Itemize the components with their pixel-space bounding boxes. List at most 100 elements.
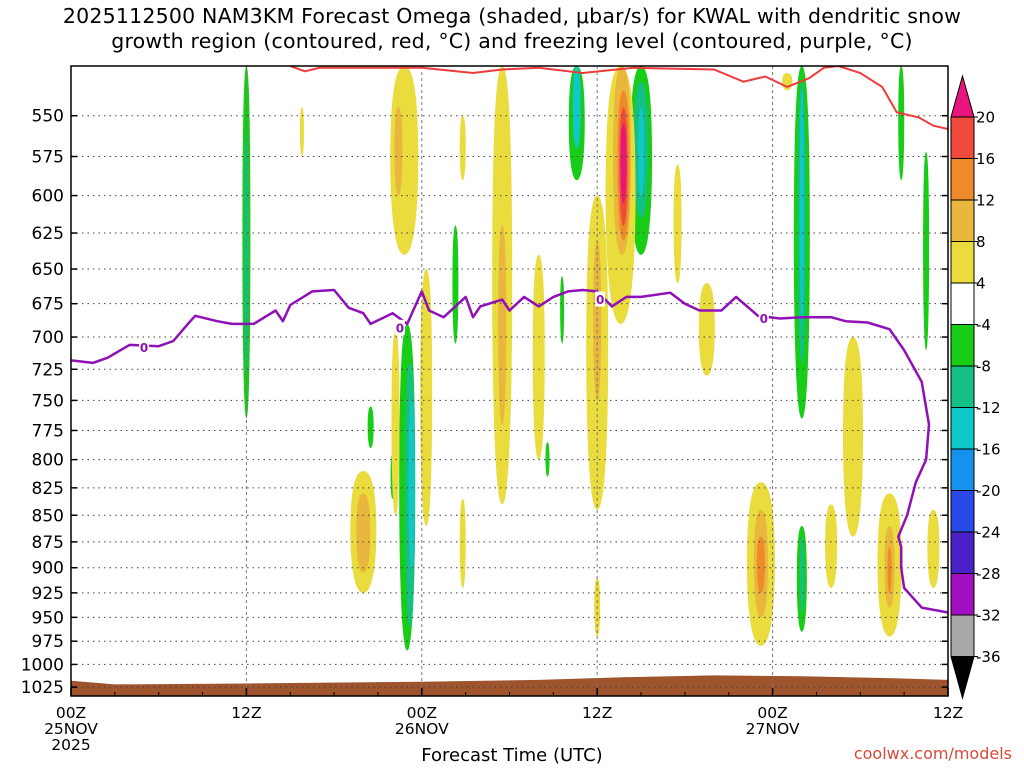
y-tick-label-550: 550 [32, 107, 64, 127]
x-tick-label: 00Z [56, 704, 86, 722]
x-tick-label: 26NOV [395, 720, 449, 738]
omega-descent-f [698, 283, 715, 376]
omega-ascent-50h-core [799, 90, 804, 324]
y-tick-label-725: 725 [32, 360, 64, 380]
omega-descent-52h [825, 504, 838, 588]
colorbar-label: -12 [976, 399, 1001, 417]
y-tick-label-775: 775 [32, 421, 64, 441]
colorbar: 20 16 12 8 4 -4 -8 -12 -16 -20 -24 -28 -32 -36 [950, 74, 1001, 700]
y-tick-label-750: 750 [32, 391, 64, 411]
gridlines [71, 66, 948, 696]
colorbar-label: -24 [976, 524, 1001, 542]
colorbar-swatch [950, 365, 975, 408]
omega-ascent-50h-low-core [799, 536, 804, 613]
x-tick-label: 12Z [231, 704, 261, 722]
omega-descent-29h-core [498, 225, 507, 425]
colorbar-label: -4 [976, 316, 991, 334]
omega-descent-56h-core [887, 547, 892, 593]
y-tick-label-875: 875 [32, 533, 64, 553]
colorbar-swatch [950, 573, 975, 616]
colorbar-swatch [950, 282, 975, 325]
chart-title-line-2: growth region (contoured, red, °C) and f… [111, 29, 913, 53]
omega-ascent-58h [923, 151, 930, 351]
omega-ascent-small-e [560, 276, 565, 344]
chart-title-line-1: 2025112500 NAM3KM Forecast Omega (shaded… [62, 4, 962, 28]
colorbar-label: 12 [976, 192, 995, 210]
y-tick-label-850: 850 [32, 506, 64, 526]
freezing-level-contour [71, 288, 948, 614]
y-tick-label-575: 575 [32, 148, 64, 168]
colorbar-swatch [950, 199, 975, 242]
freezing-label-bg-2 [595, 291, 606, 307]
y-tick-label-600: 600 [32, 187, 64, 207]
omega-descent-22h-low [391, 330, 400, 516]
chart-title: 2025112500 NAM3KM Forecast Omega (shaded… [0, 4, 1024, 54]
x-tick-label: 00Z [757, 704, 787, 722]
y-tick-label-825: 825 [32, 479, 64, 499]
omega-ascent-39h-core [638, 107, 645, 196]
omega-descent-59h [927, 509, 940, 588]
y-tick-label-800: 800 [32, 451, 64, 471]
y-tick-label-925: 925 [32, 584, 64, 604]
colorbar-label: 8 [976, 233, 986, 251]
terrain-layer [71, 675, 948, 696]
colorbar-label: -16 [976, 441, 1001, 459]
colorbar-swatch [950, 158, 975, 201]
colorbar-label: -28 [976, 565, 1001, 583]
freezing-level-label: 0 [396, 321, 404, 335]
x-axis-title: Forecast Time (UTC) [421, 745, 603, 766]
omega-descent-53h [842, 337, 863, 537]
colorbar-swatch [950, 116, 975, 159]
x-tick-label: 25NOV [44, 720, 98, 738]
y-tick-label-950: 950 [32, 608, 64, 628]
omega-ascent-small-a [367, 406, 374, 449]
colorbar-label: 16 [976, 150, 995, 168]
omega-descent-47h-core [756, 536, 765, 593]
colorbar-label: -36 [976, 648, 1001, 666]
y-tick-label-700: 700 [32, 328, 64, 348]
omega-descent-e [673, 164, 682, 284]
x-tick-label: 12Z [582, 704, 612, 722]
y-tick-label-975: 975 [32, 632, 64, 652]
omega-ascent-34h-core [572, 66, 581, 149]
terrain-fill [71, 675, 948, 696]
colorbar-label: -32 [976, 607, 1001, 625]
colorbar-swatch [950, 614, 975, 657]
freezing-label-bg-3 [758, 310, 769, 326]
y-axis: 550 575 600 625 650 675 700 725 750 775 800 825 850 8… [21, 107, 948, 698]
omega-descent-22h-core [394, 107, 403, 196]
colorbar-swatch [950, 407, 975, 450]
credit-link[interactable]: coolwx.com/models [853, 744, 1012, 763]
omega-descent-c [459, 498, 466, 588]
y-tick-label-650: 650 [32, 260, 64, 280]
y-tick-label-1000: 1000 [21, 655, 64, 675]
omega-descent-a [299, 107, 304, 157]
freezing-label-bg-1 [394, 319, 405, 335]
x-tick-label: 27NOV [746, 720, 800, 738]
y-tick-label-625: 625 [32, 224, 64, 244]
dendritic-growth-contour [289, 66, 948, 130]
omega-descent-b [459, 115, 466, 181]
x-tick-label: 12Z [933, 704, 963, 722]
omega-ascent-small-d [545, 442, 550, 477]
x-tick-label: 2025 [51, 736, 90, 754]
omega-ascent-small-c [452, 225, 459, 344]
omega-descent-38h-peak [620, 124, 627, 204]
omega-ascent-26nov-core [408, 400, 415, 568]
freezing-level-label: 0 [140, 341, 148, 355]
y-tick-label-900: 900 [32, 559, 64, 579]
freezing-label-bg-0 [139, 339, 150, 355]
colorbar-label: -20 [976, 482, 1001, 500]
colorbar-swatch [950, 448, 975, 491]
colorbar-swatch [950, 324, 975, 367]
colorbar-label: 20 [976, 109, 995, 127]
omega-descent-32h [532, 254, 545, 460]
freezing-level-label: 0 [596, 293, 604, 307]
omega-descent-22h [390, 66, 419, 255]
colorbar-label: -8 [976, 358, 991, 376]
y-tick-label-1025: 1025 [21, 678, 64, 698]
colorbar-swatch [950, 74, 975, 118]
omega-ascent-57h [898, 66, 905, 181]
